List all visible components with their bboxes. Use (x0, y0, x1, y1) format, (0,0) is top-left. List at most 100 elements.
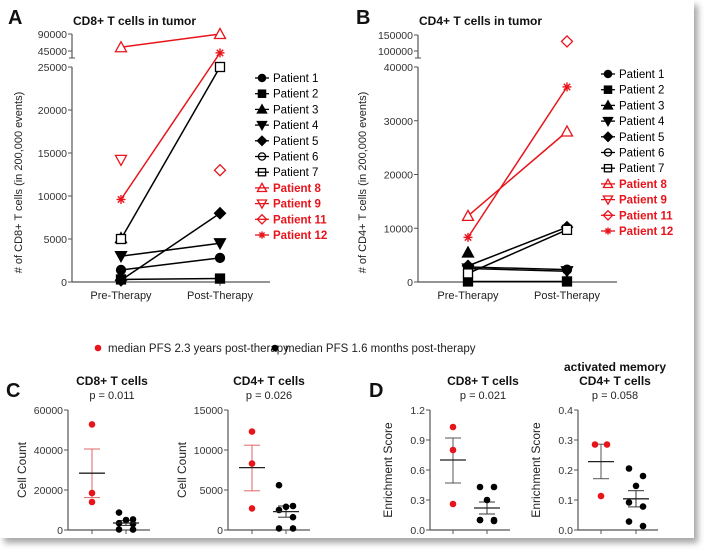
y-tick-label: 0.0 (558, 525, 573, 537)
data-point (490, 516, 498, 524)
x-tick-label: Pre-Therapy (90, 290, 152, 302)
marker-square (115, 233, 127, 245)
group-short-pfs (623, 465, 649, 534)
series-patient-12 (116, 48, 225, 204)
y-tick-label: 15000 (38, 148, 67, 160)
data-point (248, 460, 256, 467)
p-value: p = 0.026 (246, 390, 292, 402)
data-point (639, 503, 647, 510)
group-long-pfs (588, 441, 614, 534)
legend-item: Patient 1 (601, 69, 664, 81)
data-point (88, 489, 96, 497)
legend-item: Patient 9 (601, 195, 667, 207)
chart-title: CD4+ T cells (579, 374, 651, 388)
legend-dot (94, 344, 102, 352)
data-point (282, 503, 290, 511)
marker-triangle-up (461, 245, 475, 258)
y-tick-label: 10000 (194, 445, 223, 457)
marker-triangle-down (560, 266, 574, 279)
y-axis-label: Enrichment Score (381, 422, 395, 518)
legend-item: Patient 3 (601, 99, 664, 112)
panel-label-B: B (356, 7, 370, 29)
marker-square (214, 61, 226, 73)
marker-square (214, 273, 226, 284)
y-tick-label: 60000 (34, 405, 63, 417)
marker-triangle-down (213, 238, 227, 251)
series-line (467, 226, 568, 267)
y-tick-label: 0.3 (558, 435, 573, 447)
marker-triangle-up (114, 40, 128, 53)
legend-dot (271, 344, 279, 352)
group-legend-item: median PFS 2.3 years post-therapy (94, 343, 289, 355)
series-patient-11 (560, 34, 574, 48)
legend-label: Patient 8 (273, 183, 322, 195)
y-tick-label: 5000 (200, 485, 224, 497)
legend-item: Patient 8 (255, 181, 322, 195)
data-point (449, 446, 457, 454)
data-point (625, 465, 633, 472)
data-point (122, 516, 130, 524)
y-axis-label: Cell Count (175, 441, 189, 498)
marker-square (561, 276, 573, 287)
legend-item: Patient 6 (255, 152, 318, 164)
series-patient-9 (114, 154, 128, 167)
marker-diamond (560, 34, 574, 48)
legend-label: Patient 3 (273, 104, 318, 116)
legend-item: Patient 12 (255, 230, 327, 242)
y-tick-label: 0.4 (558, 405, 573, 417)
legend: Patient 1 Patient 2 Patient 3 Patient 4 Pati… (255, 73, 327, 242)
data-point (625, 518, 633, 525)
legend-label: Patient 9 (273, 199, 321, 211)
legend-item: Patient 5 (601, 131, 664, 144)
panel-dot-plot: CD4+ T cells p = 0.026 0 5000 10000 15000 Cell… (175, 374, 310, 537)
legend-item: Patient 9 (255, 199, 321, 211)
data-point (591, 441, 599, 448)
panel-label-D: D (369, 380, 383, 402)
series-line (120, 212, 221, 281)
series-line (467, 86, 568, 238)
asterisk-stroke (464, 233, 472, 242)
legend-item: Patient 11 (255, 213, 327, 226)
series-line (120, 66, 221, 240)
legend-label: Patient 11 (273, 214, 327, 226)
series-patient-7 (115, 61, 226, 245)
legend-label: Patient 8 (619, 179, 668, 191)
y-tick-label: 15000 (194, 405, 223, 417)
p-value: p = 0.058 (592, 390, 638, 402)
series-line (120, 52, 221, 200)
series-patient-1 (115, 252, 226, 276)
legend-item: Patient 11 (601, 209, 673, 222)
y-axis-label: Enrichment Score (529, 422, 543, 518)
legend-item: Patient 8 (601, 177, 668, 191)
y-tick-label: 0.6 (410, 465, 425, 477)
legend-item: Patient 4 (601, 116, 665, 128)
chart-title: CD8+ T cells (76, 374, 148, 388)
data-point (88, 498, 96, 506)
data-point (449, 500, 457, 508)
series-patient-4 (461, 263, 574, 279)
data-point (639, 522, 647, 530)
y-tick-label: 30000 (384, 116, 413, 128)
legend-label: Patient 7 (273, 167, 318, 179)
y-tick-label: 0 (217, 525, 223, 537)
legend-label: Patient 2 (619, 85, 664, 97)
panel-label-C: C (6, 380, 20, 402)
series-patient-4 (114, 238, 227, 264)
y-axis-label: # of CD4+ T cells (in 200,000 events) (357, 92, 369, 274)
data-point (603, 441, 611, 448)
x-tick-label: Post-Therapy (534, 290, 601, 302)
y-tick-label: 20000 (38, 105, 67, 117)
legend-label: Patient 3 (619, 100, 664, 112)
data-point (289, 525, 297, 532)
y-tick-label: 0 (61, 277, 67, 289)
marker-asterisk (463, 232, 473, 242)
data-point (625, 499, 633, 506)
marker-circle (214, 252, 226, 264)
marker-asterisk (116, 194, 126, 204)
data-point (88, 421, 96, 428)
legend-item: Patient 6 (601, 148, 664, 160)
data-point (476, 483, 484, 491)
data-point (490, 483, 498, 491)
series-patient-11 (213, 163, 227, 177)
